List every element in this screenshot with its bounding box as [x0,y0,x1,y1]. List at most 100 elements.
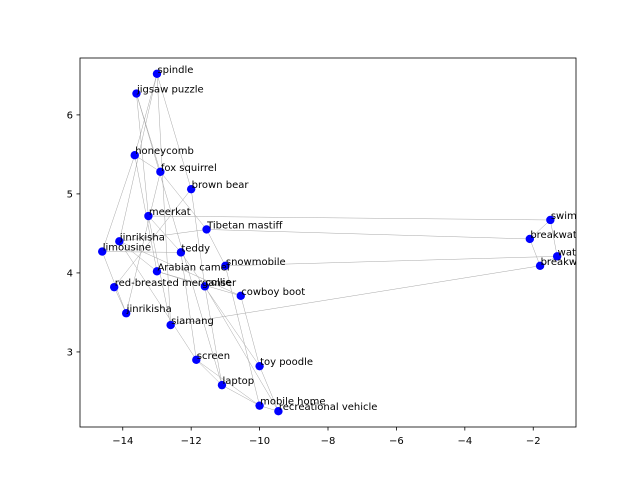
point-label: red-breasted merganser [115,278,237,289]
y-axis: 3 4 5 6 [67,110,80,358]
point-label: teddy [181,243,210,254]
point-label: Arabian camel [157,262,229,273]
point-label: siamang [171,316,214,327]
edge-line [190,189,206,287]
marker-layer [98,69,562,416]
edge-line [240,295,260,367]
edge-line [136,93,223,386]
x-axis: −14 −12 −10 −8 −6 −4 −2 [112,427,541,447]
point-label-layer: spindle jigsaw puzzle honeycomb fox squirre… [103,65,637,413]
point-label: toy poodle [260,357,313,368]
edge-line [113,287,127,314]
data-point [176,248,186,257]
data-point [221,261,230,271]
edge-line [119,241,158,272]
edge-line [180,252,197,360]
edge-line [180,252,260,367]
point-label: brown bear [192,180,250,191]
data-point [236,291,245,301]
edge-line [136,93,149,217]
point-label: honeycomb [135,146,194,157]
edge-line [101,155,135,252]
edge-line [119,241,197,360]
data-point [144,211,153,221]
x-tick-label: −4 [457,436,472,447]
y-tick-label: 6 [67,110,73,121]
data-point [152,69,162,79]
data-point [255,401,264,410]
edge-layer [101,73,558,412]
data-point [166,320,175,330]
data-point [121,309,131,318]
data-point [200,282,210,291]
edge-line [148,215,551,221]
edge-line [529,219,551,240]
point-label: screen [197,351,230,362]
data-point [132,89,141,98]
edge-line [156,271,241,297]
point-label: water tower [558,247,619,258]
data-point [130,150,139,160]
data-point [535,261,545,271]
edge-line [119,229,207,242]
edge-line [102,251,127,314]
point-label: breakwater [530,230,588,241]
edge-line [196,359,223,386]
x-tick-label: −2 [526,436,541,447]
data-point [546,215,555,225]
point-label: recreational vehicle [279,402,378,413]
x-tick-label: −14 [112,436,133,447]
point-label: limousine [103,243,151,254]
edge-line [206,229,226,266]
data-point [152,267,162,276]
edge-line [148,215,182,253]
edge-line [160,171,207,230]
point-label: snowmobile [226,257,286,268]
y-tick-label: 3 [67,347,73,358]
edge-line [550,219,558,257]
edge-line [196,359,260,406]
point-label: laptop [222,376,254,387]
edge-line [221,384,260,406]
point-label: mobile home [260,397,325,408]
edge-line [170,265,541,326]
point-label: jinrikisha [126,304,172,315]
data-point [156,167,165,176]
data-point [255,361,264,371]
edge-line [204,286,223,386]
edge-line [156,73,192,190]
data-point [110,282,119,292]
point-label: jinrikisha [119,232,165,243]
point-label: cowboy boot [241,287,305,298]
data-point [202,225,211,234]
edge-line [102,251,181,253]
edge-line [204,286,279,412]
data-point [552,252,562,261]
data-point [217,380,227,390]
x-tick-label: −8 [321,436,336,447]
edge-line [225,256,558,267]
edge-line [156,73,171,326]
point-label: collie [205,277,231,288]
data-point [525,234,535,244]
point-label: jigsaw puzzle [136,85,204,96]
data-point [186,184,196,194]
edge-line [119,241,241,297]
edge-line [206,229,530,240]
point-label: breakwater [541,257,599,268]
edge-line [259,366,279,412]
x-tick-label: −12 [181,436,202,447]
x-tick-label: −6 [389,436,404,447]
x-tick-label: −10 [249,436,270,447]
edge-line [225,265,260,406]
point-label: Tibetan mastiff [206,220,283,231]
edge-line [134,73,158,156]
data-point [115,237,124,246]
point-label: swimming trunks [551,211,637,222]
edge-line [125,171,161,314]
point-label: spindle [157,65,193,76]
edge-line [529,238,541,266]
data-point [274,406,283,416]
data-point [98,247,107,256]
